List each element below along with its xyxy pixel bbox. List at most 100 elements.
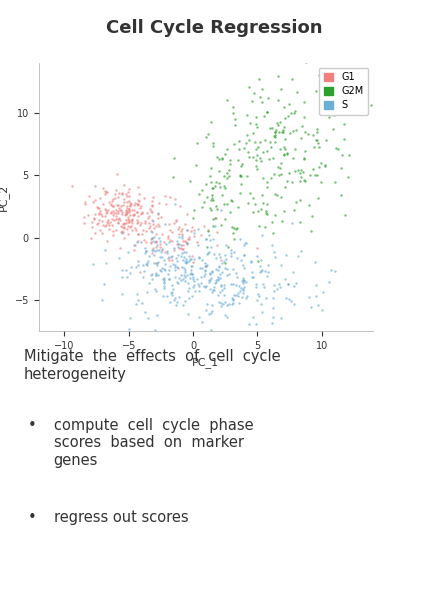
Point — [95, 203, 102, 213]
Point — [242, 238, 248, 248]
Point — [124, 198, 130, 207]
Point — [156, 242, 163, 252]
Point — [220, 300, 227, 309]
Point — [135, 256, 142, 266]
Point — [297, 217, 304, 226]
Point — [230, 108, 237, 118]
Point — [127, 313, 133, 322]
Point — [124, 247, 131, 257]
Point — [281, 275, 288, 284]
Point — [301, 128, 308, 137]
Point — [97, 225, 104, 235]
Point — [325, 278, 332, 287]
Point — [179, 248, 186, 258]
Point — [169, 280, 175, 290]
Point — [160, 283, 167, 293]
Point — [105, 224, 112, 234]
Point — [148, 237, 154, 247]
Point — [109, 214, 116, 224]
Point — [185, 284, 192, 293]
Point — [113, 214, 120, 224]
Point — [205, 226, 212, 236]
Point — [232, 290, 239, 300]
Point — [122, 205, 129, 214]
Point — [217, 182, 224, 192]
Point — [144, 259, 151, 268]
Point — [160, 291, 166, 301]
Point — [150, 219, 157, 228]
Point — [155, 270, 162, 280]
Point — [281, 134, 288, 143]
Point — [189, 257, 196, 267]
Point — [127, 269, 134, 278]
Point — [102, 211, 109, 221]
Point — [141, 307, 148, 316]
Point — [253, 243, 260, 253]
Point — [238, 276, 245, 286]
Point — [240, 143, 247, 153]
Point — [198, 263, 205, 273]
Point — [166, 297, 173, 306]
Point — [216, 155, 223, 164]
Point — [114, 192, 121, 202]
Point — [125, 204, 132, 214]
Point — [116, 214, 123, 223]
Point — [268, 173, 275, 182]
Point — [234, 253, 241, 263]
Point — [154, 258, 161, 267]
Point — [291, 299, 298, 309]
Point — [199, 203, 205, 213]
Point — [187, 261, 194, 271]
Point — [139, 260, 146, 269]
Point — [196, 253, 202, 262]
Point — [346, 150, 353, 160]
Point — [118, 273, 125, 282]
Point — [157, 236, 164, 246]
Point — [122, 210, 129, 220]
Point — [126, 196, 133, 205]
Point — [124, 221, 131, 230]
Point — [135, 229, 142, 239]
Point — [338, 190, 344, 199]
Point — [218, 259, 225, 268]
Point — [166, 219, 172, 229]
Point — [221, 149, 228, 159]
Point — [180, 244, 187, 254]
Point — [300, 112, 307, 122]
Point — [261, 136, 268, 145]
Point — [309, 211, 316, 220]
Point — [210, 249, 217, 259]
Point — [179, 232, 186, 241]
Point — [311, 142, 318, 152]
Point — [177, 226, 184, 236]
Point — [335, 144, 341, 154]
Point — [172, 253, 179, 262]
Point — [325, 104, 332, 113]
Point — [292, 144, 299, 154]
Point — [106, 220, 112, 230]
Point — [193, 139, 200, 148]
Point — [169, 256, 176, 265]
Point — [282, 113, 289, 122]
Point — [221, 214, 228, 224]
Point — [172, 272, 178, 282]
Point — [283, 293, 290, 302]
Point — [291, 281, 298, 290]
Point — [305, 129, 312, 139]
Point — [235, 291, 242, 301]
Point — [95, 210, 102, 219]
Point — [125, 191, 132, 201]
Point — [255, 74, 262, 84]
Point — [133, 290, 140, 299]
Point — [161, 273, 168, 282]
Point — [317, 158, 324, 168]
Point — [251, 88, 258, 98]
Point — [201, 269, 208, 279]
Point — [224, 96, 231, 105]
Point — [270, 281, 277, 290]
Point — [182, 254, 189, 264]
Point — [126, 207, 133, 216]
Point — [284, 279, 291, 288]
Point — [152, 268, 159, 278]
Point — [252, 119, 259, 128]
